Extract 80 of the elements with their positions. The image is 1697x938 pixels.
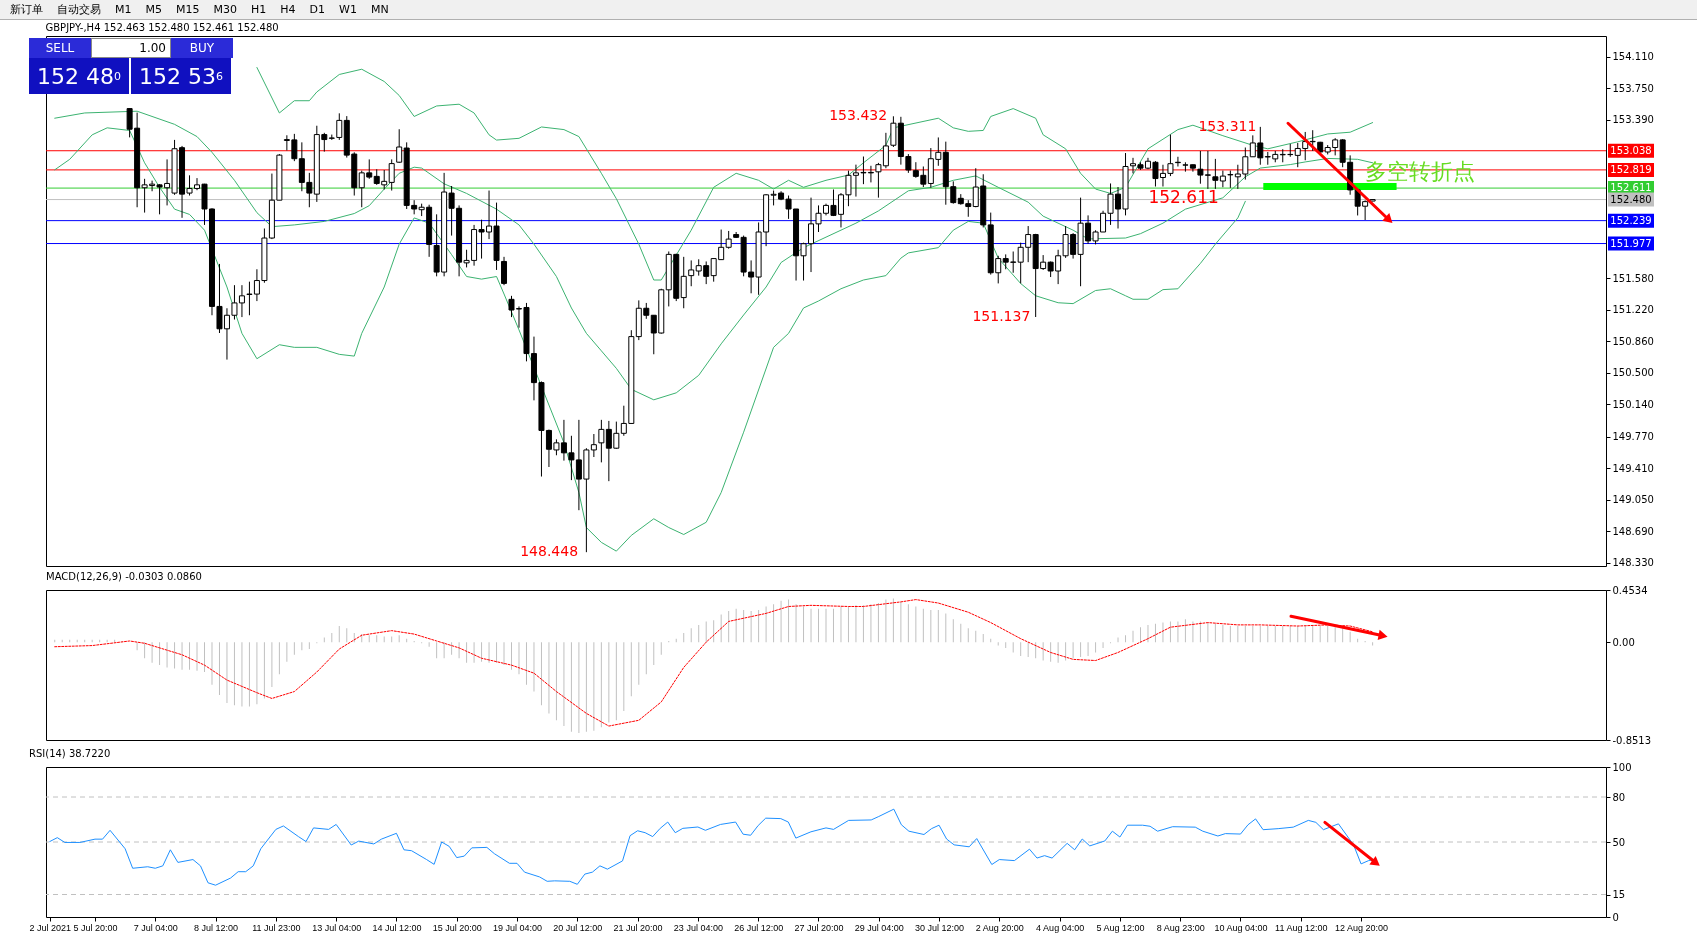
text: M30 xyxy=(213,3,237,16)
x-tick-label: 2 Aug 20:00 xyxy=(975,922,1024,933)
x-tick-label: 7 Jul 04:00 xyxy=(133,922,178,933)
x-tick-label: 20 Jul 12:00 xyxy=(553,922,603,933)
text: W1 xyxy=(339,3,357,16)
annotation: 1.00 xyxy=(91,38,171,58)
y-tick-label: 154.110 xyxy=(1612,51,1654,63)
ref-line-label: 152.239 xyxy=(1610,214,1652,226)
y-tick-label: 149.410 xyxy=(1612,462,1654,474)
annotation: 152 48$^{0}$ xyxy=(29,58,129,94)
x-tick-label: 8 Jul 12:00 xyxy=(194,922,239,933)
annotation: 151.137 xyxy=(972,308,1031,325)
x-tick-label: 2 Jul 2021 xyxy=(29,922,72,933)
candlestick xyxy=(680,256,687,309)
y-tick-label: 100 xyxy=(1612,761,1632,773)
chart-title: GBPJPY-,H4 152.463 152.480 152.461 152.480 xyxy=(45,22,279,33)
x-tick-label: 12 Aug 20:00 xyxy=(1335,922,1389,933)
text: M15 xyxy=(176,3,200,16)
x-tick-label: 15 Jul 20:00 xyxy=(432,922,482,933)
text: 自动交易 xyxy=(57,2,101,17)
annotation: 152 53$^{6}$ xyxy=(131,58,231,94)
text: M5 xyxy=(145,3,162,16)
ref-line-label: 152.819 xyxy=(1610,163,1652,175)
annotation: 148.448 xyxy=(520,543,579,560)
line-series xyxy=(54,599,1374,727)
x-tick-label: 13 Jul 04:00 xyxy=(312,922,362,933)
text: D1 xyxy=(309,3,326,16)
x-tick-label: 29 Jul 04:00 xyxy=(854,922,904,933)
text: 新订单 xyxy=(10,2,43,17)
x-tick-label: 10 Aug 04:00 xyxy=(1214,922,1268,933)
text: H4 xyxy=(280,3,296,16)
y-tick-label: 150.500 xyxy=(1612,367,1654,379)
x-tick-label: 5 Aug 12:00 xyxy=(1096,922,1145,933)
annotation: BUY xyxy=(171,38,233,58)
y-tick-label: 148.330 xyxy=(1612,557,1654,568)
x-tick-label: 30 Jul 12:00 xyxy=(915,922,965,933)
candlestick xyxy=(388,158,395,192)
x-tick-label: 4 Aug 04:00 xyxy=(1036,922,1085,933)
y-tick-label: 15 xyxy=(1612,889,1626,900)
chart-title: MACD(12,26,9) -0.0303 0.0860 xyxy=(46,571,202,582)
annotation: 153.432 xyxy=(829,107,888,124)
x-tick-label: 26 Jul 12:00 xyxy=(734,922,784,933)
x-tick-label: 11 Aug 12:00 xyxy=(1275,922,1328,933)
y-tick-label: -0.8513 xyxy=(1612,734,1652,746)
y-tick-label: 0.4534 xyxy=(1612,584,1648,596)
x-tick-label: 5 Jul 20:00 xyxy=(73,922,118,933)
annotation: SELL xyxy=(29,38,91,58)
y-tick-label: 0 xyxy=(1612,911,1619,923)
y-tick-label: 151.580 xyxy=(1612,272,1654,284)
x-tick-label: 19 Jul 04:00 xyxy=(492,922,543,933)
text: M1 xyxy=(115,3,132,16)
text: H1 xyxy=(251,3,267,16)
text: MN xyxy=(370,3,389,16)
ref-line-label: 151.977 xyxy=(1610,237,1652,249)
y-tick-label: 80 xyxy=(1612,791,1626,803)
y-tick-label: 148.690 xyxy=(1612,525,1654,537)
candlestick xyxy=(396,128,403,164)
ref-line-label: 153.038 xyxy=(1610,144,1652,156)
ref-line-label: 152.480 xyxy=(1610,193,1652,205)
x-tick-label: 27 Jul 20:00 xyxy=(794,922,844,933)
x-tick-label: 8 Aug 23:00 xyxy=(1156,922,1205,933)
x-tick-label: 14 Jul 12:00 xyxy=(372,922,422,933)
annotation: 152.611 xyxy=(1148,187,1219,208)
candlestick xyxy=(501,256,508,286)
x-tick-label: 23 Jul 04:00 xyxy=(673,922,723,933)
x-tick-label: 21 Jul 20:00 xyxy=(613,922,663,933)
y-tick-label: 150.860 xyxy=(1612,335,1654,347)
y-tick-label: 149.770 xyxy=(1612,431,1654,443)
y-tick-label: 0.00 xyxy=(1612,636,1635,648)
y-tick-label: 50 xyxy=(1612,836,1626,848)
y-tick-label: 150.140 xyxy=(1612,398,1654,410)
y-tick-label: 153.750 xyxy=(1612,82,1654,94)
y-tick-label: 151.220 xyxy=(1612,304,1654,316)
y-tick-label: 153.390 xyxy=(1612,114,1654,126)
x-tick-label: 11 Jul 23:00 xyxy=(252,922,301,933)
y-tick-label: 149.050 xyxy=(1612,494,1654,506)
annotation: 153.311 xyxy=(1198,117,1257,134)
chart-title: RSI(14) 38.7220 xyxy=(29,748,111,759)
ref-line-label: 152.611 xyxy=(1610,182,1652,194)
candlestick xyxy=(688,259,695,287)
